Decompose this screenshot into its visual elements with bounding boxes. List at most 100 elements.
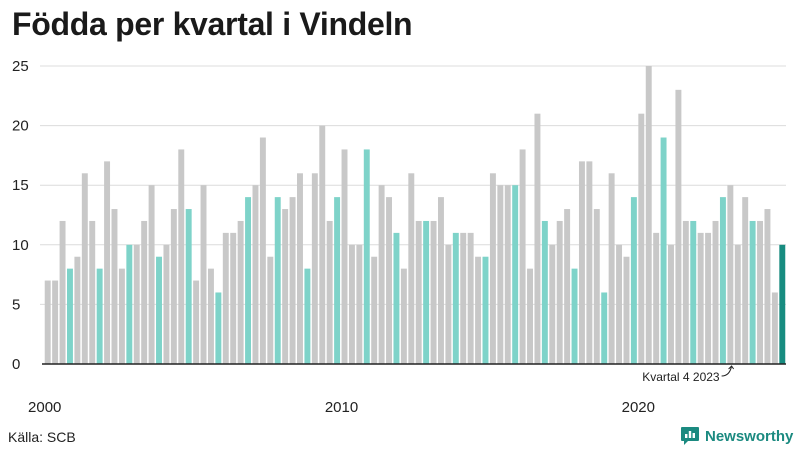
bar [742,197,749,364]
x-tick-label: 2020 [622,399,655,416]
bar [512,185,519,364]
bar [638,113,645,365]
bar [527,268,533,364]
y-tick-label: 25 [12,58,29,75]
bar [334,197,341,364]
bar [734,244,741,364]
x-tick-label: 2000 [28,399,61,416]
bar [719,197,726,364]
bar [319,125,326,364]
bar [393,232,400,364]
y-tick-label: 5 [12,296,20,313]
bar [289,197,296,364]
bar [616,244,623,364]
bar [282,209,289,364]
newsworthy-logo-icon [681,427,699,445]
bar [274,197,281,364]
bar [571,268,578,364]
annotation-group: Kvartal 4 2023 [642,365,735,384]
bar [304,268,311,364]
y-tick-label: 10 [12,237,29,254]
chart-title: Födda per kvartal i Vindeln [12,6,413,42]
annotation-arrow [721,365,735,377]
y-tick-label: 20 [12,118,29,135]
bar [593,209,600,364]
bar [653,232,660,364]
bar [482,256,489,364]
bar [185,209,192,364]
bar [215,292,222,364]
bar [467,232,474,364]
bar [690,220,697,364]
x-tick-label: 2010 [325,399,358,416]
bar [96,268,103,364]
bar [497,185,504,364]
bar [682,220,689,364]
bar [104,161,111,364]
y-tick-label: 0 [12,356,20,373]
bar [475,256,482,364]
y-tick-label: 15 [12,177,29,194]
bar [252,185,259,364]
bar [675,89,682,364]
bar [541,220,548,364]
bar [586,161,593,364]
bar [67,268,73,364]
bar [222,232,229,364]
bar [423,220,430,364]
bar [757,220,763,364]
bar [549,244,556,364]
bar [207,268,214,364]
y-axis-tick-labels: 0 5 10 15 20 25 [12,58,29,373]
bar [326,220,333,364]
bar [378,185,385,364]
bar [156,256,162,364]
bar [445,244,452,364]
bar [452,232,459,364]
x-axis-tick-labels: 2000 2010 2020 [28,399,655,416]
bar [193,280,200,364]
bar [89,220,96,364]
bar [504,185,511,364]
bar [578,161,585,364]
bar [163,244,170,364]
bars [44,66,786,365]
bar [111,209,118,364]
bar [408,173,415,364]
bar [608,173,615,364]
bar [645,66,652,364]
bar [460,232,467,364]
brand-name: Newsworthy [705,427,794,445]
bar [341,149,348,364]
bar [749,220,756,364]
bar [371,256,378,364]
bar [438,197,444,364]
bar [170,209,177,364]
bar [601,292,608,364]
bar [705,232,712,364]
bar [697,232,704,364]
bar [74,256,81,364]
bar [52,280,59,364]
bar [660,137,667,364]
bar [556,220,563,364]
bar [81,173,88,364]
bar [386,197,392,364]
brand-logo: Newsworthy [680,426,793,446]
bar [237,220,244,364]
bar [430,220,437,364]
bar [178,149,185,364]
bar [126,244,133,364]
bar [200,185,207,364]
bar [764,209,771,364]
bar [489,173,496,364]
bar [356,244,363,364]
bar [267,256,274,364]
bar [415,220,422,364]
bar [148,185,155,364]
bar [400,268,407,364]
bar [311,173,318,364]
bar [779,244,786,364]
bar [630,197,637,364]
